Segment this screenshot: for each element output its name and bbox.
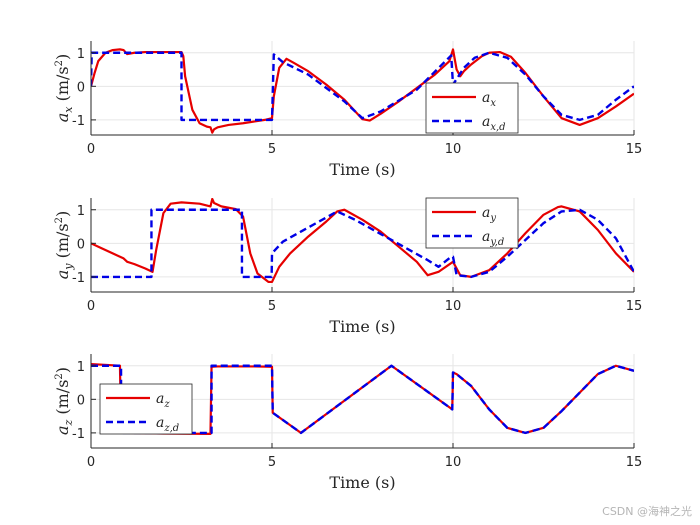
legend: ax ax,d [425, 82, 519, 134]
y-tick-label: 1 [77, 47, 85, 62]
legend-label: az [156, 391, 170, 410]
x-tick-label: 10 [445, 299, 462, 314]
y-axis-label: ay (m/s2) [53, 211, 75, 280]
series-line-a-y [91, 198, 634, 284]
y-tick-label: 1 [77, 360, 85, 375]
y-axis-label: az (m/s2) [53, 367, 75, 435]
legend-label: ay [482, 205, 496, 224]
legend-box [425, 197, 519, 249]
y-tick-label: 0 [77, 80, 85, 95]
watermark: CSDN @海神之光 [602, 505, 692, 518]
y-tick-label: -1 [72, 427, 85, 442]
x-tick-label: 10 [445, 455, 462, 470]
y-tick-label: -1 [72, 271, 85, 286]
legend-label: ax [482, 90, 496, 109]
x-tick-label: 15 [626, 299, 643, 314]
x-tick-label: 15 [626, 455, 643, 470]
legend-label: ay,d [482, 229, 504, 248]
legend-box [99, 383, 193, 435]
x-axis-label: Time (s) [329, 160, 395, 179]
legend-label: ax,d [482, 114, 506, 133]
x-tick-label: 0 [87, 299, 95, 314]
x-tick-label: 5 [268, 299, 276, 314]
y-tick-label: 0 [77, 393, 85, 408]
legend: az az,d [99, 383, 193, 435]
plot-area [91, 198, 634, 292]
y-tick-label: 0 [77, 237, 85, 252]
x-tick-label: 5 [268, 455, 276, 470]
y-tick-label: 1 [77, 204, 85, 219]
legend: ay ay,d [425, 197, 519, 249]
x-axis-label: Time (s) [329, 317, 395, 336]
x-tick-label: 5 [268, 142, 276, 157]
legend-box [425, 82, 519, 134]
series-line-a-x-d [91, 51, 634, 122]
x-tick-label: 10 [445, 142, 462, 157]
x-axis-label: Time (s) [329, 473, 395, 492]
x-tick-label: 0 [87, 455, 95, 470]
plot-area [91, 41, 634, 135]
y-tick-label: -1 [72, 114, 85, 129]
series-line-a-y-d [91, 208, 634, 279]
series-line-a-x [91, 48, 634, 134]
y-axis-label: ax (m/s2) [53, 54, 75, 123]
series-line-a-z-d [91, 364, 634, 435]
x-tick-label: 15 [626, 142, 643, 157]
legend-label: az,d [156, 415, 179, 434]
x-tick-label: 0 [87, 142, 95, 157]
